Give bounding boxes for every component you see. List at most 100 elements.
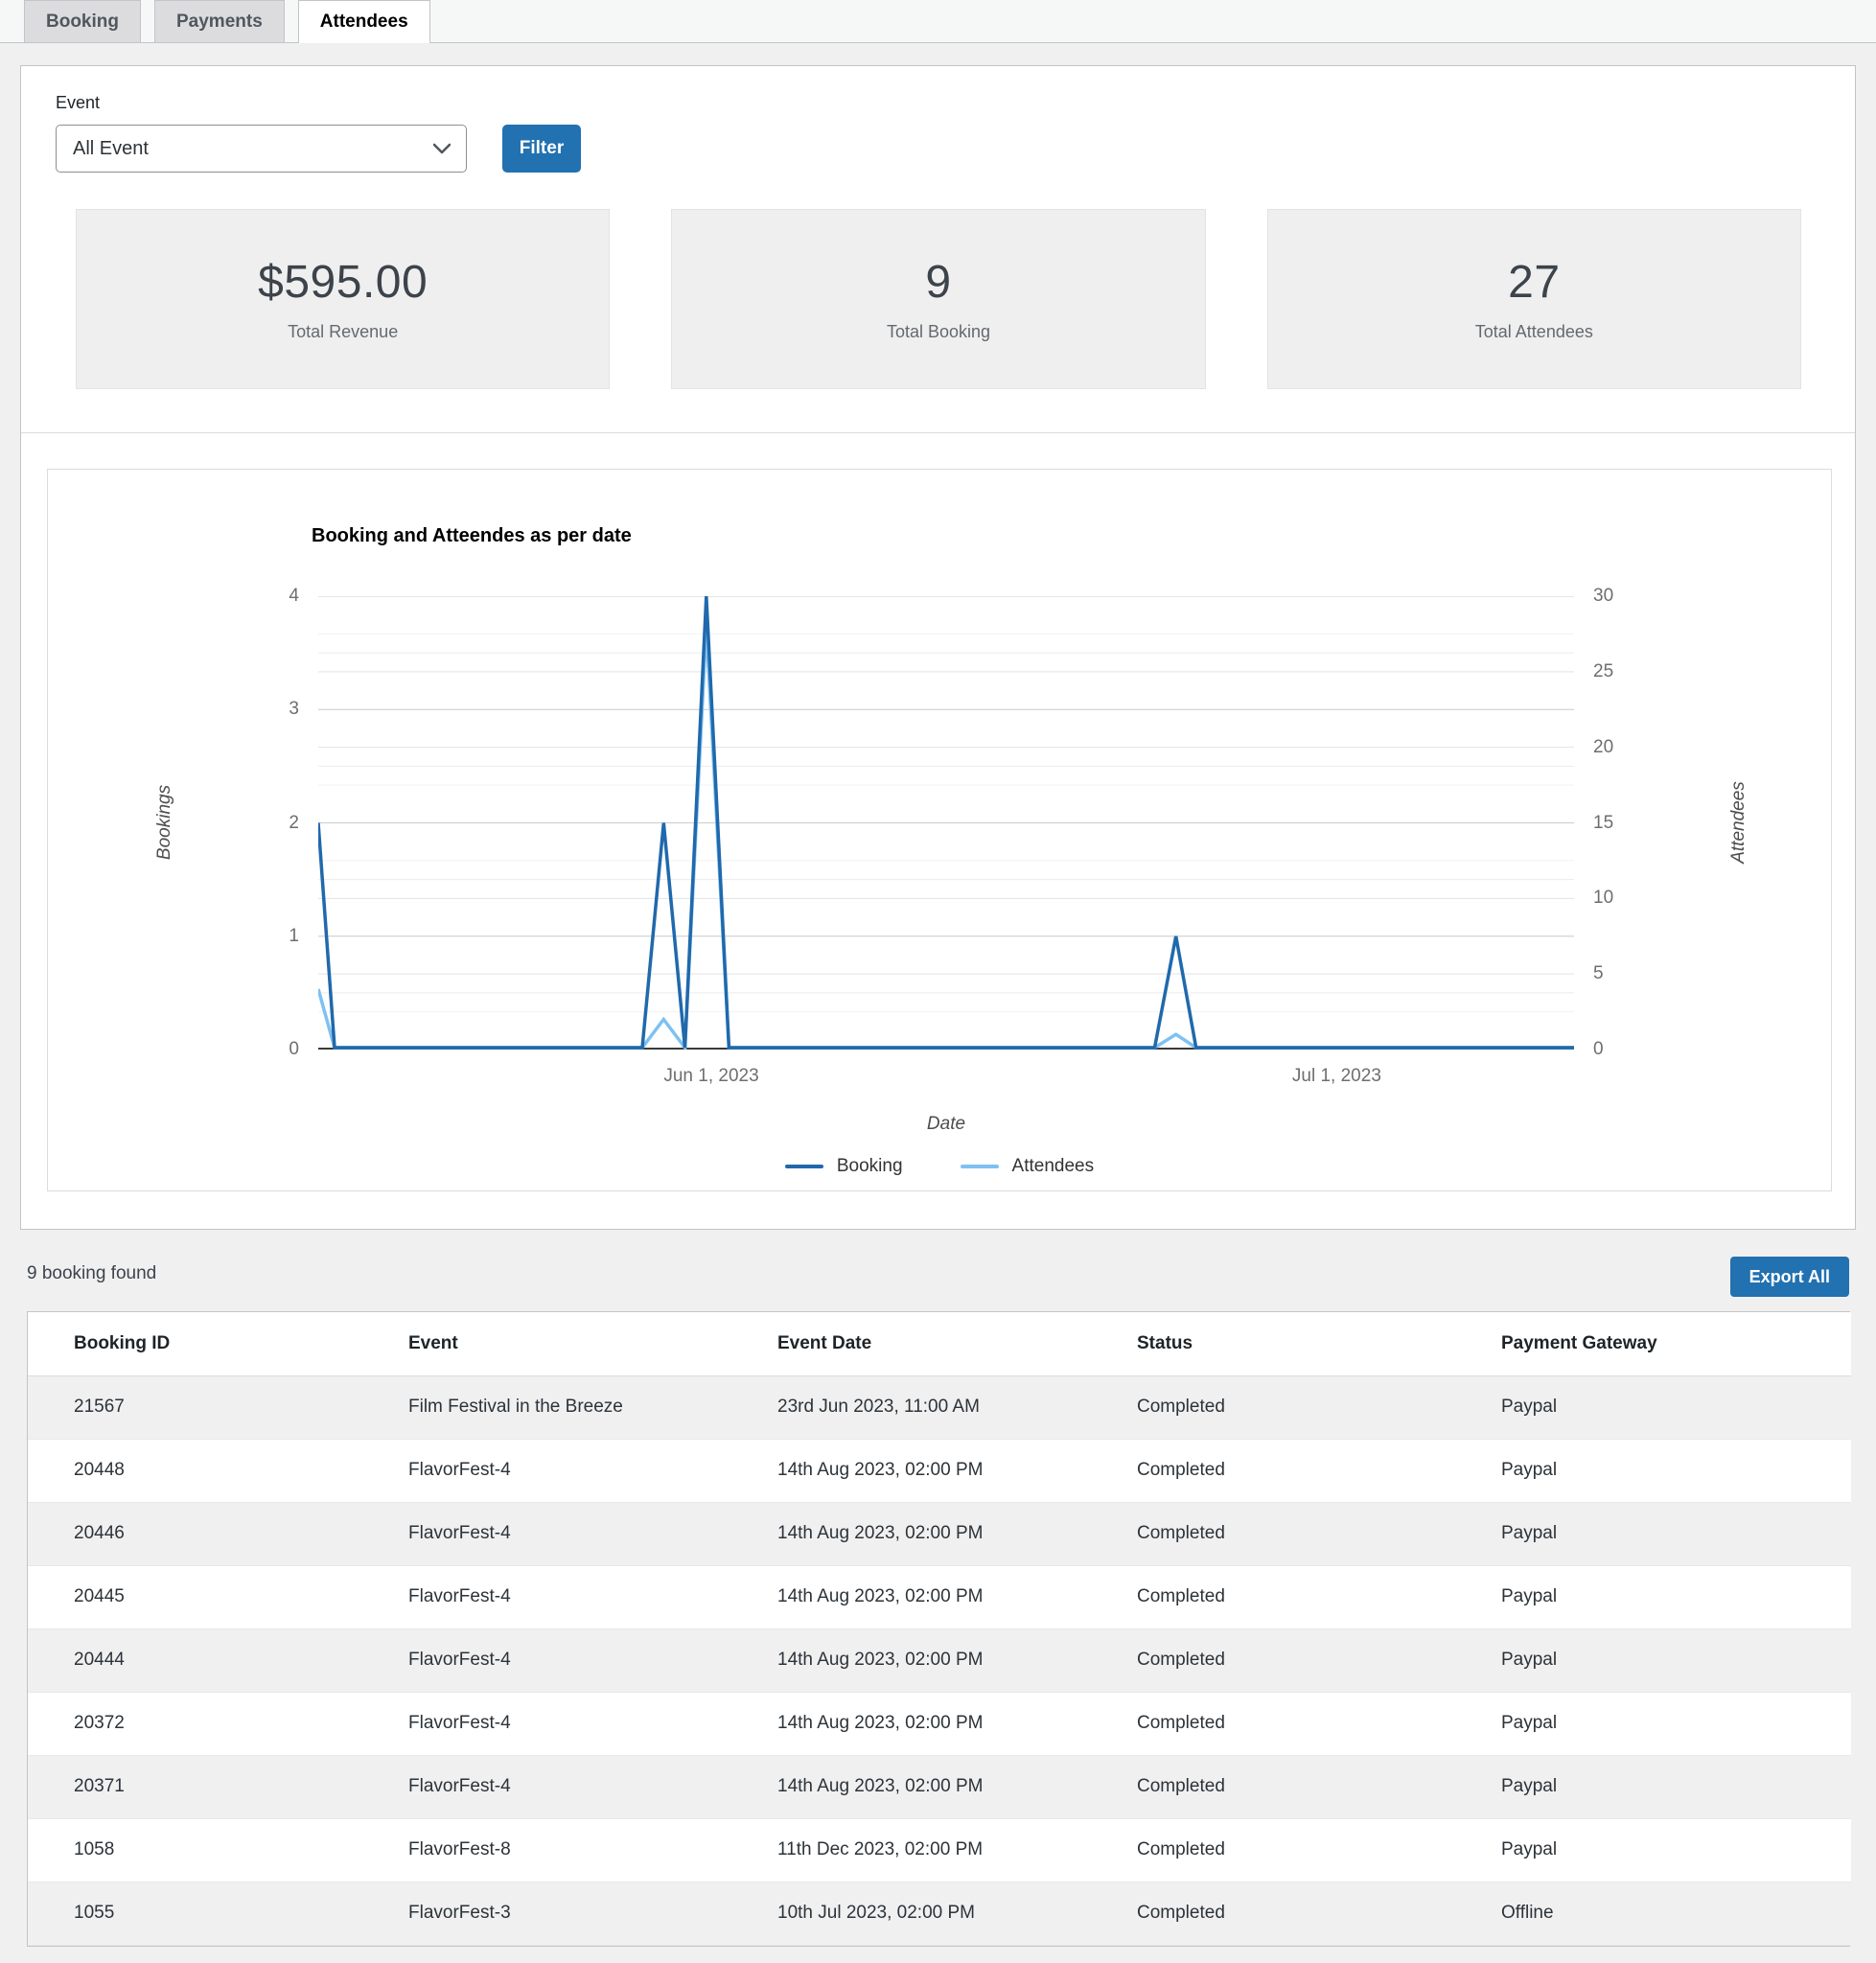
table-row: 1058 FlavorFest-8 11th Dec 2023, 02:00 PM C… [28,1818,1851,1882]
status-cell: Completed [1137,1523,1225,1543]
y-axis-tick-label-right: 15 [1593,812,1614,833]
col-header-event: Event [408,1312,777,1375]
legend-item-attendees: Attendees [960,1156,1095,1177]
status-cell: Completed [1137,1776,1225,1796]
total-booking-label: Total Booking [886,322,991,341]
total-attendees-value: 27 [1508,257,1561,308]
payment-gateway-cell: Paypal [1501,1397,1558,1417]
booking-id-cell: 1058 [74,1839,115,1859]
tab-bar: Booking Payments Attendees [0,0,1876,43]
event-date-cell: 11th Dec 2023, 02:00 PM [777,1839,984,1859]
payment-gateway-cell: Paypal [1501,1460,1558,1480]
tab-attendees[interactable]: Attendees [297,0,430,43]
col-header-booking-id: Booking ID [28,1312,408,1375]
col-header-payment-gateway: Payment Gateway [1501,1312,1851,1375]
booking-id-cell: 20444 [74,1650,125,1670]
stat-cards: $595.00 Total Revenue 9 Total Booking 27… [76,209,1801,389]
chart-legend: Booking Attendees [48,1156,1831,1177]
attendees-swatch [960,1165,999,1168]
table-row: 20372 FlavorFest-4 14th Aug 2023, 02:00 PM… [28,1692,1851,1755]
tab-booking[interactable]: Booking [24,0,141,42]
event-date-cell: 10th Jul 2023, 02:00 PM [777,1903,975,1923]
event-date-cell: 14th Aug 2023, 02:00 PM [777,1713,984,1733]
y-axis-tick-label-left: 0 [289,1039,299,1059]
table-row: 20371 FlavorFest-4 14th Aug 2023, 02:00 PM… [28,1755,1851,1818]
status-cell: Completed [1137,1586,1225,1606]
table-row: 20446 FlavorFest-4 14th Aug 2023, 02:00 PM… [28,1502,1851,1565]
bookings-table: Booking ID Event Event Date Status Payme… [27,1311,1851,1947]
y-axis-tick-label-left: 3 [289,699,299,720]
status-cell: Completed [1137,1713,1225,1733]
booking-id-cell: 20446 [74,1523,125,1543]
event-select-value: All Event [73,137,149,159]
y-axis-tick-label-right: 30 [1593,586,1614,606]
event-date-cell: 14th Aug 2023, 02:00 PM [777,1776,984,1796]
chevron-down-icon [433,143,451,154]
payment-gateway-cell: Paypal [1501,1713,1558,1733]
x-axis-title: Date [926,1114,966,1134]
y-axis-tick-label-right: 5 [1593,963,1604,984]
total-revenue-value: $595.00 [258,257,428,308]
chart-plot [318,596,1574,1050]
booking-id-cell: 20371 [74,1776,125,1796]
status-cell: Completed [1137,1839,1225,1859]
event-date-cell: 23rd Jun 2023, 11:00 AM [777,1397,980,1417]
x-axis-tick-label: Jun 1, 2023 [663,1066,759,1086]
export-all-button[interactable]: Export All [1729,1257,1849,1297]
event-cell: FlavorFest-4 [408,1523,511,1543]
booking-id-cell: 21567 [74,1397,125,1417]
table-row: 20445 FlavorFest-4 14th Aug 2023, 02:00 PM… [28,1565,1851,1628]
payment-gateway-cell: Paypal [1501,1839,1558,1859]
y-axis-tick-label-left: 2 [289,812,299,833]
stat-card-attendees: 27 Total Attendees [1266,209,1801,389]
total-booking-value: 9 [925,257,952,308]
event-cell: FlavorFest-4 [408,1650,511,1670]
stat-card-bookings: 9 Total Booking [671,209,1206,389]
event-cell: FlavorFest-4 [408,1713,511,1733]
event-date-cell: 14th Aug 2023, 02:00 PM [777,1460,984,1480]
status-cell: Completed [1137,1650,1225,1670]
chart-container: Booking and Atteendes as per date Bookin… [47,469,1832,1191]
legend-item-booking: Booking [784,1156,903,1177]
booking-swatch [784,1165,823,1168]
y-axis-tick-label-right: 0 [1593,1039,1604,1059]
y-axis-title-bookings: Bookings [154,784,174,861]
chart-title: Booking and Atteendes as per date [312,525,632,546]
legend-label: Attendees [1011,1156,1095,1176]
booking-id-cell: 20445 [74,1586,125,1606]
legend-label: Booking [836,1156,903,1176]
stat-card-revenue: $595.00 Total Revenue [76,209,611,389]
tab-payments[interactable]: Payments [154,0,285,42]
booking-line [318,596,1574,1050]
booking-id-cell: 1055 [74,1903,115,1923]
payment-gateway-cell: Paypal [1501,1523,1558,1543]
booking-count-text: 9 booking found [27,1263,157,1283]
filter-button[interactable]: Filter [502,125,581,173]
booking-id-cell: 20372 [74,1713,125,1733]
table-row: 1055 FlavorFest-3 10th Jul 2023, 02:00 PM C… [28,1882,1851,1945]
col-header-status: Status [1137,1312,1501,1375]
event-cell: FlavorFest-4 [408,1460,511,1480]
y-axis-title-attendees: Attendees [1728,781,1749,864]
total-attendees-label: Total Attendees [1474,322,1593,341]
total-revenue-label: Total Revenue [288,322,399,341]
status-cell: Completed [1137,1460,1225,1480]
event-cell: FlavorFest-4 [408,1776,511,1796]
payment-gateway-cell: Paypal [1501,1586,1558,1606]
status-cell: Completed [1137,1397,1225,1417]
booking-id-cell: 20448 [74,1460,125,1480]
y-axis-tick-label-left: 4 [289,586,299,606]
attendees-line [318,626,1574,1050]
payment-gateway-cell: Offline [1501,1903,1554,1923]
x-axis-tick-label: Jul 1, 2023 [1291,1066,1381,1086]
event-select[interactable]: All Event [56,125,467,173]
col-header-event-date: Event Date [777,1312,1137,1375]
payment-gateway-cell: Paypal [1501,1776,1558,1796]
event-cell: Film Festival in the Breeze [408,1397,623,1417]
table-header-row: Booking ID Event Event Date Status Payme… [28,1312,1851,1375]
filter-section: Event All Event Filter $595.00 Total Rev… [21,66,1855,433]
event-date-cell: 14th Aug 2023, 02:00 PM [777,1650,984,1670]
y-axis-tick-label-right: 25 [1593,660,1614,681]
event-cell: FlavorFest-8 [408,1839,511,1859]
